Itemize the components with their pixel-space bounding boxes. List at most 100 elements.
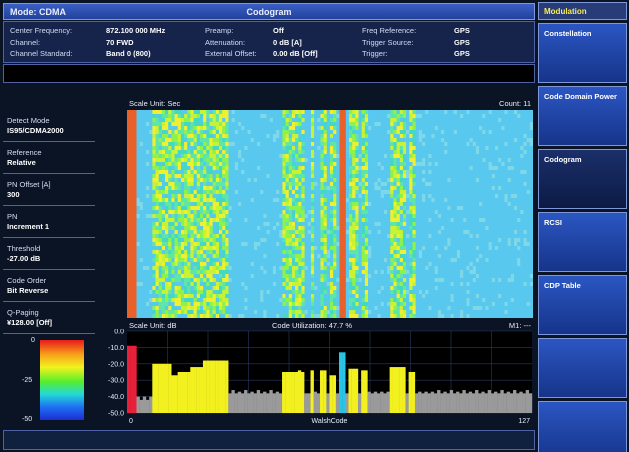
walsh-code-bar	[256, 390, 261, 413]
walsh-code-bar	[212, 360, 216, 413]
walsh-code-bar	[376, 393, 381, 413]
walsh-code-bar	[263, 391, 267, 413]
walsh-code-bar	[459, 393, 463, 413]
walsh-code-bar	[430, 391, 435, 413]
freq-reference-value: GPS	[454, 26, 470, 35]
walsh-code-bar	[335, 393, 340, 413]
walsh-code-bar	[338, 352, 343, 413]
walsh-code-bar	[304, 393, 308, 413]
message-bar	[3, 64, 535, 83]
walsh-code-bar	[326, 393, 330, 413]
q-paging-value: ¥128.00 [Off]	[7, 317, 53, 327]
parameter-panel: Center Frequency: 872.100 000 MHz Channel…	[3, 21, 535, 63]
empty-softkey-7[interactable]	[538, 401, 627, 452]
walsh-code-bar	[509, 393, 514, 413]
code-utilization: Code Utilization: 47.7 %	[272, 321, 353, 330]
walsh-code-bar	[152, 363, 156, 413]
y-tick-label: -40.0	[108, 394, 124, 401]
walsh-code-bar	[471, 393, 476, 413]
code-order-label: Code Order	[7, 275, 47, 285]
walsh-code-bar	[440, 393, 444, 413]
detect-mode-item[interactable]: Detect Mode IS95/CDMA2000	[3, 110, 95, 142]
walsh-code-bar	[433, 393, 438, 413]
color-scale-bar	[40, 340, 84, 420]
walsh-code-bar	[272, 393, 276, 413]
walsh-code-bar	[253, 393, 257, 413]
codogram-button[interactable]: Codogram	[538, 149, 627, 209]
y-tick-label: -50.0	[108, 411, 124, 418]
reference-item[interactable]: Reference Relative	[3, 142, 95, 174]
walsh-code-bar	[225, 360, 229, 413]
pn-offset-item[interactable]: PN Offset [A] 300	[3, 174, 95, 206]
walsh-code-bar	[158, 363, 162, 413]
constellation-button[interactable]: Constellation	[538, 23, 627, 83]
code-order-item[interactable]: Code Order Bit Reverse	[3, 270, 95, 302]
walsh-code-bar	[282, 372, 286, 413]
x-start-label: 0	[129, 418, 133, 425]
pn-offset-value: 300	[7, 189, 20, 199]
y-tick-label: -10.0	[108, 345, 124, 352]
cdp-table-button[interactable]: CDP Table	[538, 275, 627, 335]
walsh-code-bar	[389, 367, 393, 413]
color-scale-bottom-label: -50	[22, 416, 33, 423]
walsh-code-bar	[405, 393, 409, 413]
walsh-code-bar	[171, 375, 175, 413]
code-domain-power-button[interactable]: Code Domain Power	[538, 86, 627, 146]
walsh-code-bar	[301, 372, 305, 413]
pn-item[interactable]: PN Increment 1	[3, 206, 95, 238]
preamp-label: Preamp:	[205, 26, 234, 35]
walsh-code-bar	[183, 372, 188, 413]
trigger-source-label: Trigger Source:	[362, 37, 414, 47]
pn-value: Increment 1	[7, 221, 50, 231]
walsh-code-bar	[427, 393, 431, 413]
channel-standard-label: Channel Standard:	[10, 49, 73, 58]
walsh-code-bar	[383, 393, 387, 413]
reference-label: Reference	[7, 147, 42, 157]
walsh-code-bar	[484, 393, 488, 413]
walsh-code-bar	[180, 372, 185, 413]
walsh-code-bar	[494, 391, 498, 413]
reference-value: Relative	[7, 157, 36, 167]
plot-area: Scale Unit: Sec Count: 11 Scale Unit: dB…	[100, 97, 533, 427]
walsh-code-bar	[127, 345, 131, 413]
threshold-value: -27.00 dB	[7, 253, 41, 263]
detect-mode-label: Detect Mode	[7, 115, 50, 125]
walsh-code-bar	[237, 391, 242, 413]
walsh-code-bar	[348, 368, 352, 413]
walsh-code-bar	[497, 393, 501, 413]
walsh-code-bar	[228, 393, 232, 413]
empty-softkey-6[interactable]	[538, 338, 627, 398]
walsh-code-bar	[139, 399, 144, 413]
walsh-code-bar	[294, 372, 299, 413]
marker-readout: M1: ---	[508, 321, 531, 330]
walsh-code-bar	[370, 393, 374, 413]
y-tick-label: -30.0	[108, 378, 124, 385]
walsh-code-bar	[164, 363, 169, 413]
q-paging-item[interactable]: Q-Paging ¥128.00 [Off]	[3, 302, 95, 334]
attenuation-value: 0 dB [A]	[273, 37, 302, 47]
walsh-code-bar	[456, 391, 460, 413]
walsh-code-bar	[351, 368, 356, 413]
codogram-scale-unit: Scale Unit: Sec	[129, 99, 181, 108]
walsh-code-bar	[221, 360, 226, 413]
walsh-code-bar	[345, 393, 349, 413]
external-offset-value: 0.00 dB [Off]	[273, 49, 318, 58]
threshold-item[interactable]: Threshold -27.00 dB	[3, 238, 95, 270]
walsh-code-bar	[421, 393, 425, 413]
walsh-code-bar	[525, 390, 530, 413]
rcsi-button[interactable]: RCSI	[538, 212, 627, 272]
walsh-code-bar	[528, 393, 533, 413]
codogram-waterfall	[127, 110, 533, 318]
channel-value: 70 FWD	[106, 37, 134, 47]
walsh-code-bar	[310, 370, 314, 413]
walsh-code-bar	[320, 370, 324, 413]
external-offset-label: External Offset:	[205, 49, 257, 58]
x-axis-label: WalshCode	[312, 418, 348, 425]
walsh-code-bar	[266, 393, 270, 413]
walsh-code-bar	[297, 370, 302, 413]
color-scale-top-label: 0	[31, 337, 35, 344]
walsh-code-bar	[424, 391, 428, 413]
walsh-code-bar	[418, 391, 422, 413]
walsh-code-bar	[373, 391, 378, 413]
walsh-code-bar	[136, 396, 140, 413]
